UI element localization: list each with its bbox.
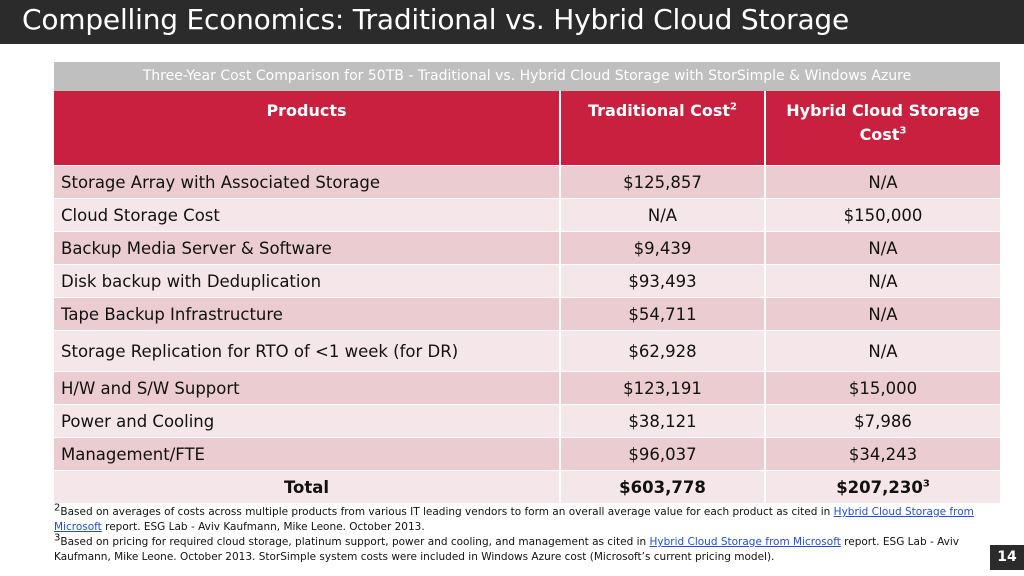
table-caption: Three-Year Cost Comparison for 50TB - Tr… (54, 62, 1000, 91)
traditional-cost-cell: $38,121 (559, 404, 765, 438)
table-row: Storage Replication for RTO of <1 week (… (54, 330, 1000, 372)
table-row: H/W and S/W Support $123,191 $15,000 (54, 371, 1000, 405)
traditional-cost-cell: $123,191 (559, 371, 765, 405)
table-row: Management/FTE $96,037 $34,243 (54, 437, 1000, 471)
table-row: Backup Media Server & Software $9,439 N/… (54, 231, 1000, 265)
product-cell: Storage Replication for RTO of <1 week (… (54, 330, 560, 372)
footnote-ref-3: 3 (922, 478, 930, 489)
total-label: Total (54, 470, 560, 503)
total-row: Total $603,778 $207,2303 (54, 470, 1000, 503)
footnote-ref-2: 2 (730, 101, 738, 113)
product-cell: Disk backup with Deduplication (54, 264, 560, 298)
table-row: Disk backup with Deduplication $93,493 N… (54, 264, 1000, 298)
product-cell: Tape Backup Infrastructure (54, 297, 560, 331)
hybrid-cost-cell: N/A (764, 330, 1000, 372)
product-cell: Backup Media Server & Software (54, 231, 560, 265)
hybrid-cost-cell: N/A (764, 165, 1000, 199)
header-products: Products (54, 91, 560, 166)
header-hybrid-cost: Hybrid Cloud Storage Cost3 (764, 91, 1000, 166)
footnote-2: 2Based on averages of costs across multi… (54, 502, 974, 533)
total-traditional-cost: $603,778 (559, 470, 765, 503)
traditional-cost-cell: $62,928 (559, 330, 765, 372)
footnote-3: 3Based on pricing for required cloud sto… (54, 532, 960, 563)
hybrid-cost-cell: N/A (764, 297, 1000, 331)
table-row: Storage Array with Associated Storage $1… (54, 165, 1000, 199)
hybrid-cost-cell: N/A (764, 264, 1000, 298)
traditional-cost-cell: $9,439 (559, 231, 765, 265)
hybrid-cost-cell: $150,000 (764, 198, 1000, 232)
traditional-cost-cell: N/A (559, 198, 765, 232)
header-traditional-cost: Traditional Cost2 (559, 91, 765, 166)
table-row: Tape Backup Infrastructure $54,711 N/A (54, 297, 1000, 331)
table-row: Cloud Storage Cost N/A $150,000 (54, 198, 1000, 232)
table-row: Power and Cooling $38,121 $7,986 (54, 404, 1000, 438)
slide-title: Compelling Economics: Traditional vs. Hy… (22, 3, 850, 36)
hybrid-cost-cell: $34,243 (764, 437, 1000, 471)
traditional-cost-cell: $96,037 (559, 437, 765, 471)
title-bar: Compelling Economics: Traditional vs. Hy… (0, 0, 1024, 44)
traditional-cost-cell: $125,857 (559, 165, 765, 199)
footnotes: 2Based on averages of costs across multi… (54, 502, 979, 565)
product-cell: H/W and S/W Support (54, 371, 560, 405)
traditional-cost-cell: $54,711 (559, 297, 765, 331)
product-cell: Power and Cooling (54, 404, 560, 438)
table-header-row: Products Traditional Cost2 Hybrid Cloud … (54, 91, 1000, 166)
total-hybrid-cost: $207,2303 (764, 470, 1000, 503)
traditional-cost-cell: $93,493 (559, 264, 765, 298)
report-link[interactable]: Hybrid Cloud Storage from Microsoft (54, 506, 974, 533)
hybrid-cost-cell: $7,986 (764, 404, 1000, 438)
page-number: 14 (990, 545, 1024, 570)
footnote-ref-3: 3 (899, 125, 907, 137)
product-cell: Cloud Storage Cost (54, 198, 560, 232)
report-link[interactable]: Hybrid Cloud Storage from Microsoft (649, 536, 841, 548)
cost-comparison-table: Products Traditional Cost2 Hybrid Cloud … (54, 91, 1000, 503)
hybrid-cost-cell: N/A (764, 231, 1000, 265)
product-cell: Storage Array with Associated Storage (54, 165, 560, 199)
product-cell: Management/FTE (54, 437, 560, 471)
hybrid-cost-cell: $15,000 (764, 371, 1000, 405)
